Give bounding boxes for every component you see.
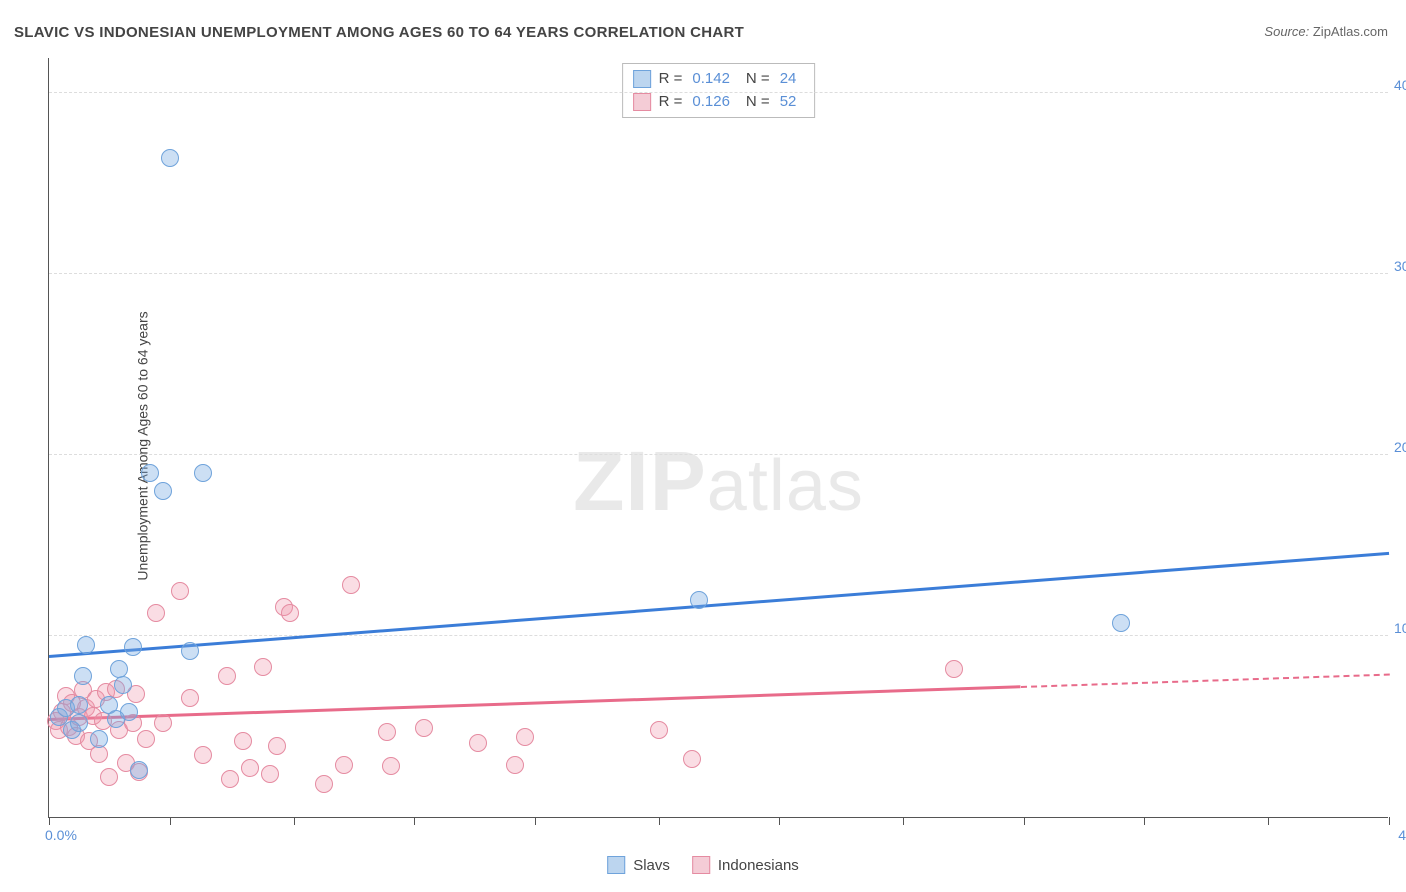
n-value-indonesians: 52 [780, 91, 797, 114]
legend-item-indonesians: Indonesians [692, 856, 799, 874]
swatch-indonesians [633, 93, 651, 111]
legend-stats: R = 0.142 N = 24 R = 0.126 N = 52 [622, 63, 816, 118]
x-tick-mark [1024, 817, 1025, 825]
chart-title: SLAVIC VS INDONESIAN UNEMPLOYMENT AMONG … [14, 24, 744, 41]
watermark-prefix: ZIP [573, 434, 707, 528]
x-axis-max-label: 40.0% [1398, 827, 1406, 843]
r-value-slavs: 0.142 [692, 68, 730, 91]
legend-stats-row: R = 0.126 N = 52 [633, 91, 805, 114]
watermark: ZIPatlas [573, 433, 864, 530]
swatch-slavs [607, 856, 625, 874]
data-point [234, 732, 252, 750]
data-point [254, 658, 272, 676]
plot-area: ZIPatlas R = 0.142 N = 24 R = 0.126 N = … [48, 58, 1388, 818]
x-tick-mark [1144, 817, 1145, 825]
legend-item-slavs: Slavs [607, 856, 670, 874]
data-point [181, 642, 199, 660]
n-value-slavs: 24 [780, 68, 797, 91]
correlation-chart: SLAVIC VS INDONESIAN UNEMPLOYMENT AMONG … [0, 0, 1406, 892]
data-point [261, 765, 279, 783]
r-value-indonesians: 0.126 [692, 91, 730, 114]
series-label-slavs: Slavs [633, 857, 670, 874]
swatch-slavs [633, 70, 651, 88]
data-point [114, 676, 132, 694]
data-point [683, 750, 701, 768]
gridline [49, 92, 1388, 93]
data-point [382, 757, 400, 775]
x-tick-mark [1268, 817, 1269, 825]
series-label-indonesians: Indonesians [718, 857, 799, 874]
data-point [194, 746, 212, 764]
x-tick-mark [535, 817, 536, 825]
data-point [415, 719, 433, 737]
y-tick-label: 30.0% [1394, 258, 1406, 274]
data-point [70, 696, 88, 714]
data-point [77, 636, 95, 654]
y-tick-label: 10.0% [1394, 620, 1406, 636]
data-point [506, 756, 524, 774]
data-point [141, 464, 159, 482]
data-point [90, 730, 108, 748]
y-tick-label: 20.0% [1394, 439, 1406, 455]
x-tick-mark [294, 817, 295, 825]
x-tick-mark [170, 817, 171, 825]
trend-line [49, 552, 1389, 658]
data-point [335, 756, 353, 774]
data-point [110, 660, 128, 678]
data-point [221, 770, 239, 788]
data-point [137, 730, 155, 748]
data-point [154, 714, 172, 732]
data-point [171, 582, 189, 600]
y-tick-label: 40.0% [1394, 77, 1406, 93]
data-point [1112, 614, 1130, 632]
legend-stats-row: R = 0.142 N = 24 [633, 68, 805, 91]
data-point [268, 737, 286, 755]
gridline [49, 635, 1388, 636]
data-point [100, 768, 118, 786]
data-point [281, 604, 299, 622]
data-point [124, 638, 142, 656]
data-point [650, 721, 668, 739]
data-point [241, 759, 259, 777]
source-label: Source: [1264, 24, 1309, 39]
x-axis-min-label: 0.0% [45, 827, 77, 843]
data-point [516, 728, 534, 746]
data-point [70, 714, 88, 732]
x-tick-mark [49, 817, 50, 825]
data-point [945, 660, 963, 678]
trend-line-extrapolated [1020, 674, 1389, 688]
x-tick-mark [903, 817, 904, 825]
data-point [181, 689, 199, 707]
data-point [378, 723, 396, 741]
data-point [194, 464, 212, 482]
gridline [49, 273, 1388, 274]
legend-series: Slavs Indonesians [607, 856, 799, 874]
data-point [147, 604, 165, 622]
source-value: ZipAtlas.com [1313, 24, 1388, 39]
data-point [161, 149, 179, 167]
x-tick-mark [1389, 817, 1390, 825]
data-point [690, 591, 708, 609]
data-point [130, 761, 148, 779]
gridline [49, 454, 1388, 455]
data-point [218, 667, 236, 685]
data-point [74, 667, 92, 685]
data-point [154, 482, 172, 500]
data-point [342, 576, 360, 594]
x-tick-mark [659, 817, 660, 825]
watermark-suffix: atlas [707, 446, 864, 526]
data-point [120, 703, 138, 721]
x-tick-mark [779, 817, 780, 825]
x-tick-mark [414, 817, 415, 825]
swatch-indonesians [692, 856, 710, 874]
source-attribution: Source: ZipAtlas.com [1264, 24, 1388, 39]
data-point [315, 775, 333, 793]
data-point [469, 734, 487, 752]
